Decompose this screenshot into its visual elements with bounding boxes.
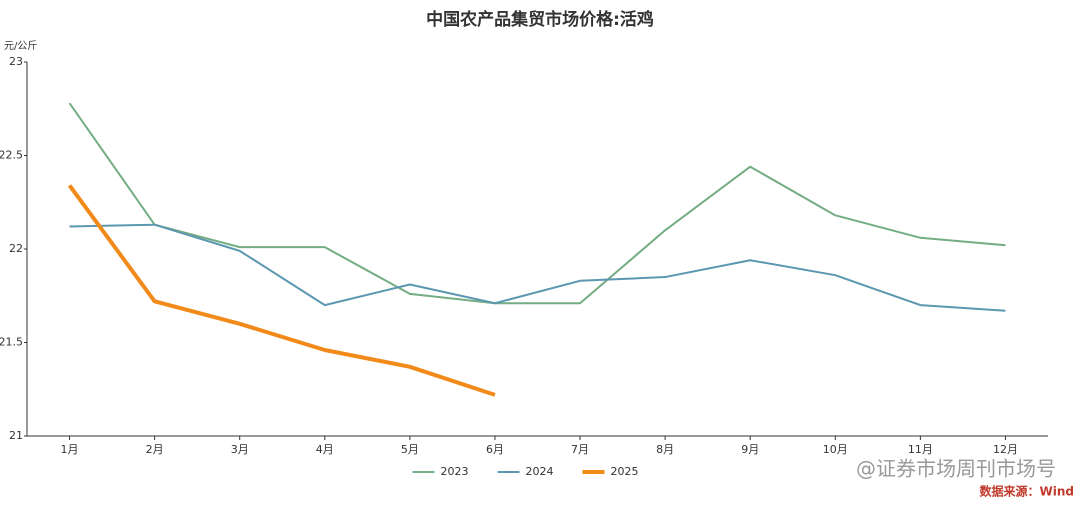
x-tick-label: 5月 (401, 443, 419, 456)
y-tick-label: 22.5 (0, 149, 23, 162)
x-tick-label: 9月 (741, 443, 759, 456)
chart-title: 中国农产品集贸市场价格:活鸡 (426, 9, 654, 30)
x-tick-label: 3月 (231, 443, 249, 456)
y-tick-label: 22 (9, 242, 23, 255)
y-tick-label: 23 (9, 55, 23, 68)
x-tick-label: 12月 (993, 443, 1018, 456)
line-series (69, 223, 1006, 312)
x-tick-label: 11月 (908, 443, 933, 456)
y-tick-label: 21.5 (0, 336, 23, 349)
y-tick-label: 21 (9, 429, 23, 442)
line-series (68, 102, 1006, 305)
legend-label: 2023 (441, 465, 469, 478)
x-tick-label: 7月 (571, 443, 589, 456)
source: 数据来源：Wind (980, 484, 1074, 499)
x-tick-label: 8月 (656, 443, 674, 456)
x-tick-label: 4月 (316, 443, 334, 456)
x-tick-label: 10月 (823, 443, 848, 456)
line-series (67, 184, 496, 397)
x-tick-label: 2月 (146, 443, 164, 456)
x-tick-label: 1月 (61, 443, 79, 456)
legend-label: 2025 (611, 465, 639, 478)
watermark: @证券市场周刊市场号 (856, 457, 1056, 481)
legend-label: 2024 (526, 465, 554, 478)
x-tick-label: 6月 (486, 443, 504, 456)
y-axis-label: 元/公斤 (4, 40, 37, 52)
